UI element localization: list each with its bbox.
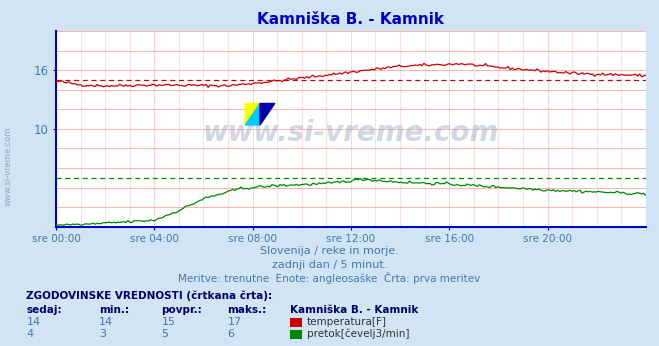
Text: www.si-vreme.com: www.si-vreme.com — [203, 119, 499, 147]
Text: 17: 17 — [227, 317, 241, 327]
Text: temperatura[F]: temperatura[F] — [307, 317, 387, 327]
Text: min.:: min.: — [99, 305, 129, 315]
Text: 6: 6 — [227, 329, 235, 339]
Text: 3: 3 — [99, 329, 106, 339]
Text: Slovenija / reke in morje.: Slovenija / reke in morje. — [260, 246, 399, 256]
Text: 4: 4 — [26, 329, 34, 339]
Text: Meritve: trenutne  Enote: angleosaške  Črta: prva meritev: Meritve: trenutne Enote: angleosaške Črt… — [179, 272, 480, 284]
Polygon shape — [245, 103, 260, 125]
Text: ZGODOVINSKE VREDNOSTI (črtkana črta):: ZGODOVINSKE VREDNOSTI (črtkana črta): — [26, 291, 272, 301]
Text: zadnji dan / 5 minut.: zadnji dan / 5 minut. — [272, 260, 387, 270]
Text: www.si-vreme.com: www.si-vreme.com — [3, 126, 13, 206]
Text: 14: 14 — [99, 317, 113, 327]
Text: 5: 5 — [161, 329, 169, 339]
Polygon shape — [245, 103, 260, 125]
Text: sedaj:: sedaj: — [26, 305, 62, 315]
Text: pretok[čevelj3/min]: pretok[čevelj3/min] — [307, 329, 410, 339]
Text: 15: 15 — [161, 317, 175, 327]
Polygon shape — [260, 103, 275, 125]
Text: maks.:: maks.: — [227, 305, 267, 315]
Text: povpr.:: povpr.: — [161, 305, 202, 315]
Text: 14: 14 — [26, 317, 40, 327]
Title: Kamniška B. - Kamnik: Kamniška B. - Kamnik — [258, 12, 444, 27]
Text: Kamniška B. - Kamnik: Kamniška B. - Kamnik — [290, 305, 418, 315]
